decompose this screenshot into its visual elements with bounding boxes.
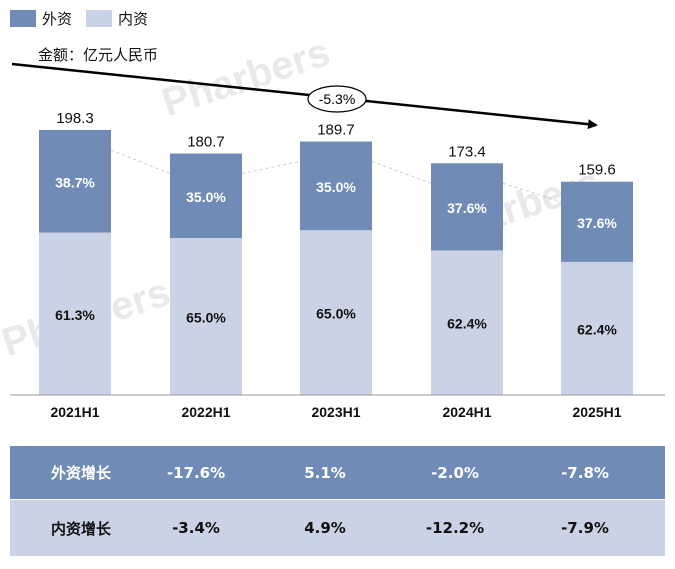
growth-cell: -2.0% [431, 463, 479, 482]
bar-domestic [300, 230, 372, 395]
growth-row-name: 外资增长 [50, 464, 111, 482]
growth-table: 外资增长 -17.6% 5.1% -2.0% -7.8% 内资增长 -3.4% … [10, 446, 665, 556]
bar-foreign [561, 181, 633, 262]
growth-cell: 4.9% [304, 519, 346, 537]
x-tick-label: 2021H1 [50, 404, 99, 420]
bar-foreign [39, 130, 111, 233]
legend-label-foreign: 外资 [42, 10, 73, 28]
label-foreign-share: 38.7% [55, 174, 95, 190]
legend-item-foreign: 外资 [10, 8, 72, 29]
x-tick-label: 2022H1 [181, 404, 230, 420]
bar-domestic [39, 232, 111, 395]
label-domestic-share: 65.0% [316, 306, 356, 322]
legend: 外资 内资 [10, 8, 162, 29]
bar-foreign [300, 141, 372, 231]
x-tick-label: 2025H1 [572, 404, 621, 420]
label-foreign-share: 37.6% [577, 215, 617, 231]
stacked-bar-chart: PharbersPharbersPharbers 61.3%38.7%198.3… [0, 30, 665, 420]
bar-domestic [561, 261, 633, 395]
connector-line [371, 161, 432, 184]
bars-layer: 61.3% 38.7% 198.3 2021H1 65.0% 35.0% 180.7 2022… [39, 110, 633, 420]
label-total: 180.7 [187, 134, 225, 151]
trend-arrow [11, 62, 598, 130]
legend-swatch-domestic [86, 10, 113, 27]
connector-line [110, 149, 171, 174]
growth-cell: 5.1% [304, 463, 346, 482]
label-domestic-share: 62.4% [447, 316, 487, 332]
bar-foreign [431, 163, 503, 251]
label-foreign-share: 35.0% [316, 179, 356, 195]
growth-cell: -3.4% [172, 519, 220, 537]
label-domestic-share: 61.3% [55, 307, 95, 323]
growth-row-foreign: 外资增长 -17.6% 5.1% -2.0% -7.8% [10, 446, 665, 499]
label-total: 159.6 [578, 162, 616, 179]
growth-cell: -7.8% [561, 463, 609, 482]
label-total: 189.7 [317, 121, 355, 138]
bar-foreign [170, 153, 242, 239]
trend-layer: -5.3% [11, 62, 598, 130]
legend-item-domestic: 内资 [86, 8, 148, 29]
unit-label: 金额：亿元人民币 [38, 46, 159, 64]
trend-label: -5.3% [319, 91, 356, 107]
bar-domestic [170, 238, 242, 395]
x-tick-label: 2023H1 [311, 404, 360, 420]
growth-cell: -17.6% [166, 463, 226, 482]
growth-row-domestic: 内资增长 -3.4% 4.9% -12.2% -7.9% [10, 500, 665, 556]
trend-label-bubble [307, 85, 367, 113]
label-domestic-share: 65.0% [186, 310, 226, 326]
legend-swatch-foreign [10, 10, 36, 27]
label-total: 173.4 [448, 143, 486, 160]
bar-domestic [431, 250, 503, 395]
watermark-text: Pharbers [157, 30, 336, 125]
connector-line [241, 161, 301, 175]
label-foreign-share: 35.0% [186, 189, 226, 205]
legend-label-domestic: 内资 [118, 10, 149, 28]
growth-cell: -12.2% [425, 519, 485, 537]
label-total: 198.3 [56, 110, 94, 127]
label-foreign-share: 37.6% [447, 200, 487, 216]
x-tick-label: 2024H1 [442, 404, 491, 420]
growth-cell: -7.9% [561, 519, 609, 537]
connector-line [502, 182, 562, 203]
growth-row-name: 内资增长 [50, 519, 111, 538]
label-domestic-share: 62.4% [577, 321, 617, 337]
